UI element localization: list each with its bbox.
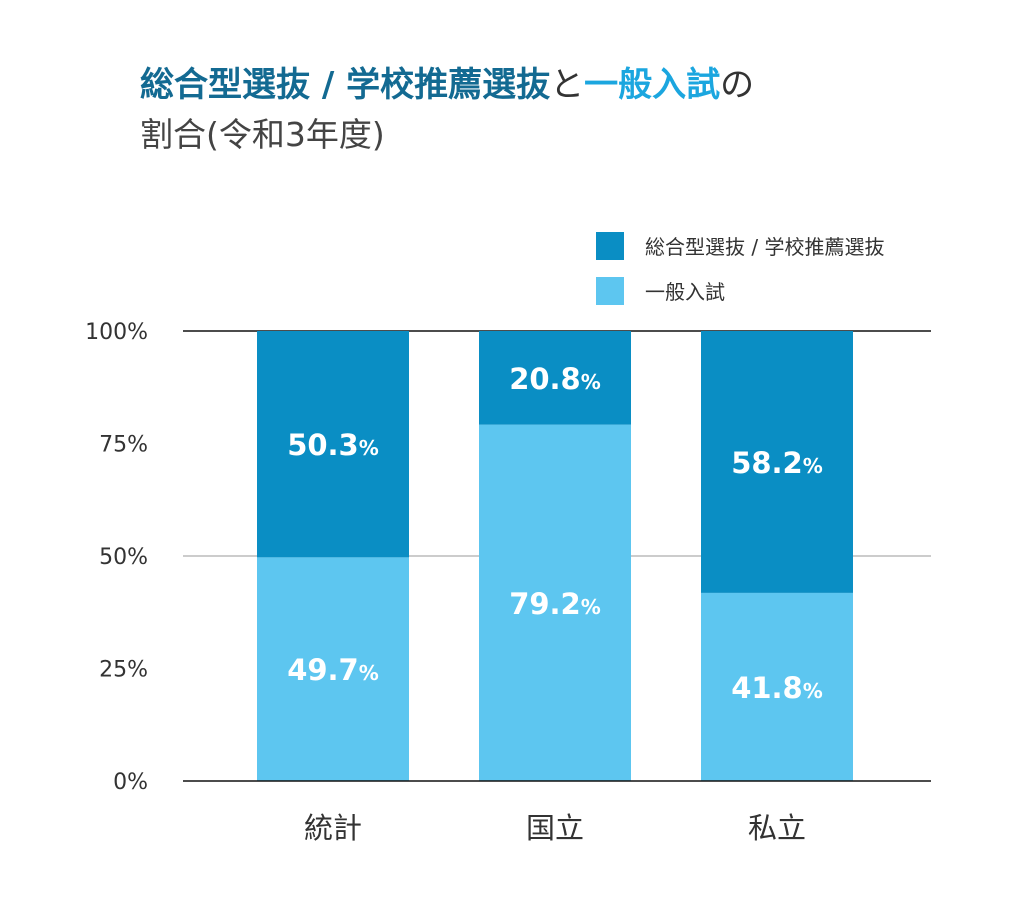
legend-label: 総合型選抜 / 学校推薦選抜 xyxy=(645,235,884,259)
title-general: 一般入試 xyxy=(584,65,721,105)
bar-selection xyxy=(479,331,631,425)
y-tick-label: 100% xyxy=(85,320,148,345)
y-tick-label: 0% xyxy=(113,770,148,795)
bar-selection xyxy=(257,331,409,558)
chart-subtitle: 割合(令和3年度) xyxy=(140,115,385,154)
y-tick-label: 25% xyxy=(99,658,148,683)
x-tick-label: 統計 xyxy=(304,811,362,845)
x-tick-label: 国立 xyxy=(526,811,584,845)
y-tick-label: 75% xyxy=(99,433,148,458)
bar-data-label: 49.7% xyxy=(287,653,379,687)
legend-swatch xyxy=(596,232,624,260)
bar-general xyxy=(701,592,853,781)
title-selection: 総合型選抜 / 学校推薦選抜 xyxy=(140,65,551,105)
x-tick-label: 私立 xyxy=(748,811,806,845)
title-no: の xyxy=(720,65,755,105)
y-tick-label: 50% xyxy=(99,545,148,570)
legend-label: 一般入試 xyxy=(645,280,725,304)
bar-selection xyxy=(701,331,853,593)
bar-general xyxy=(479,424,631,781)
chart-title: 総合型選抜 / 学校推薦選抜と一般入試の xyxy=(140,62,754,108)
legend-swatch xyxy=(596,277,624,305)
bar-general xyxy=(257,557,409,781)
title-and: と xyxy=(550,65,585,105)
